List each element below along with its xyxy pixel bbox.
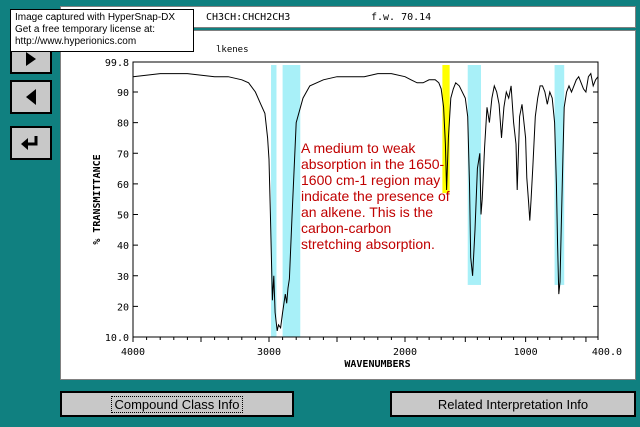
y-tick-label: 80 — [117, 119, 129, 130]
y-tick-label: 10.0 — [105, 333, 129, 344]
spectrum-line — [132, 72, 599, 332]
y-axis-label: % TRANSMITTANCE — [92, 154, 103, 244]
y-tick-label: 70 — [117, 149, 129, 160]
tooltip-line-1: Image captured with HyperSnap-DX — [15, 12, 176, 23]
x-tick-label: 3000 — [257, 347, 281, 358]
triangle-right-icon — [26, 52, 36, 66]
highlight-band — [467, 65, 481, 285]
compound-class-info-button[interactable]: Compound Class Info — [60, 391, 294, 417]
y-tick-label: 30 — [117, 272, 129, 283]
y-tick-label: 40 — [117, 241, 129, 252]
return-arrow-icon — [21, 136, 38, 150]
y-tick-label: 90 — [117, 88, 129, 99]
y-tick-label: 60 — [117, 180, 129, 191]
x-tick-label: 400.0 — [592, 347, 622, 358]
tooltip-line-2: Get a free temporary license at: — [15, 24, 156, 35]
x-tick-label: 4000 — [121, 347, 145, 358]
x-axis-label: WAVENUMBERS — [344, 359, 410, 370]
y-tick-label: 20 — [117, 302, 129, 313]
capture-watermark-tooltip: Image captured with HyperSnap-DX Get a f… — [10, 9, 194, 52]
back-button[interactable] — [10, 80, 52, 114]
compound-class-info-label: Compound Class Info — [111, 395, 243, 413]
y-tick-label: 50 — [117, 211, 129, 222]
compound-header: CH3CH:CHCH2CH3 f.w. 70.14 — [60, 6, 636, 28]
return-button[interactable] — [10, 126, 52, 160]
highlight-band — [554, 65, 565, 285]
compound-formula: CH3CH:CHCH2CH3 — [206, 12, 291, 23]
related-interpretation-info-label: Related Interpretation Info — [437, 396, 589, 412]
triangle-left-icon — [26, 89, 36, 105]
compound-class-label: lkenes — [216, 45, 249, 55]
tooltip-line-3: http://www.hyperionics.com — [15, 36, 137, 47]
formula-weight: f.w. 70.14 — [371, 12, 432, 23]
interpretation-annotation: A medium to weak absorption in the 1650-… — [301, 140, 450, 252]
x-tick-label: 2000 — [393, 347, 417, 358]
y-tick-label: 99.8 — [105, 58, 129, 69]
plot-frame — [132, 61, 599, 338]
alkene-highlight-band — [442, 65, 450, 194]
highlight-band — [271, 65, 277, 337]
related-interpretation-info-button[interactable]: Related Interpretation Info — [390, 391, 636, 417]
x-tick-label: 1000 — [514, 347, 538, 358]
